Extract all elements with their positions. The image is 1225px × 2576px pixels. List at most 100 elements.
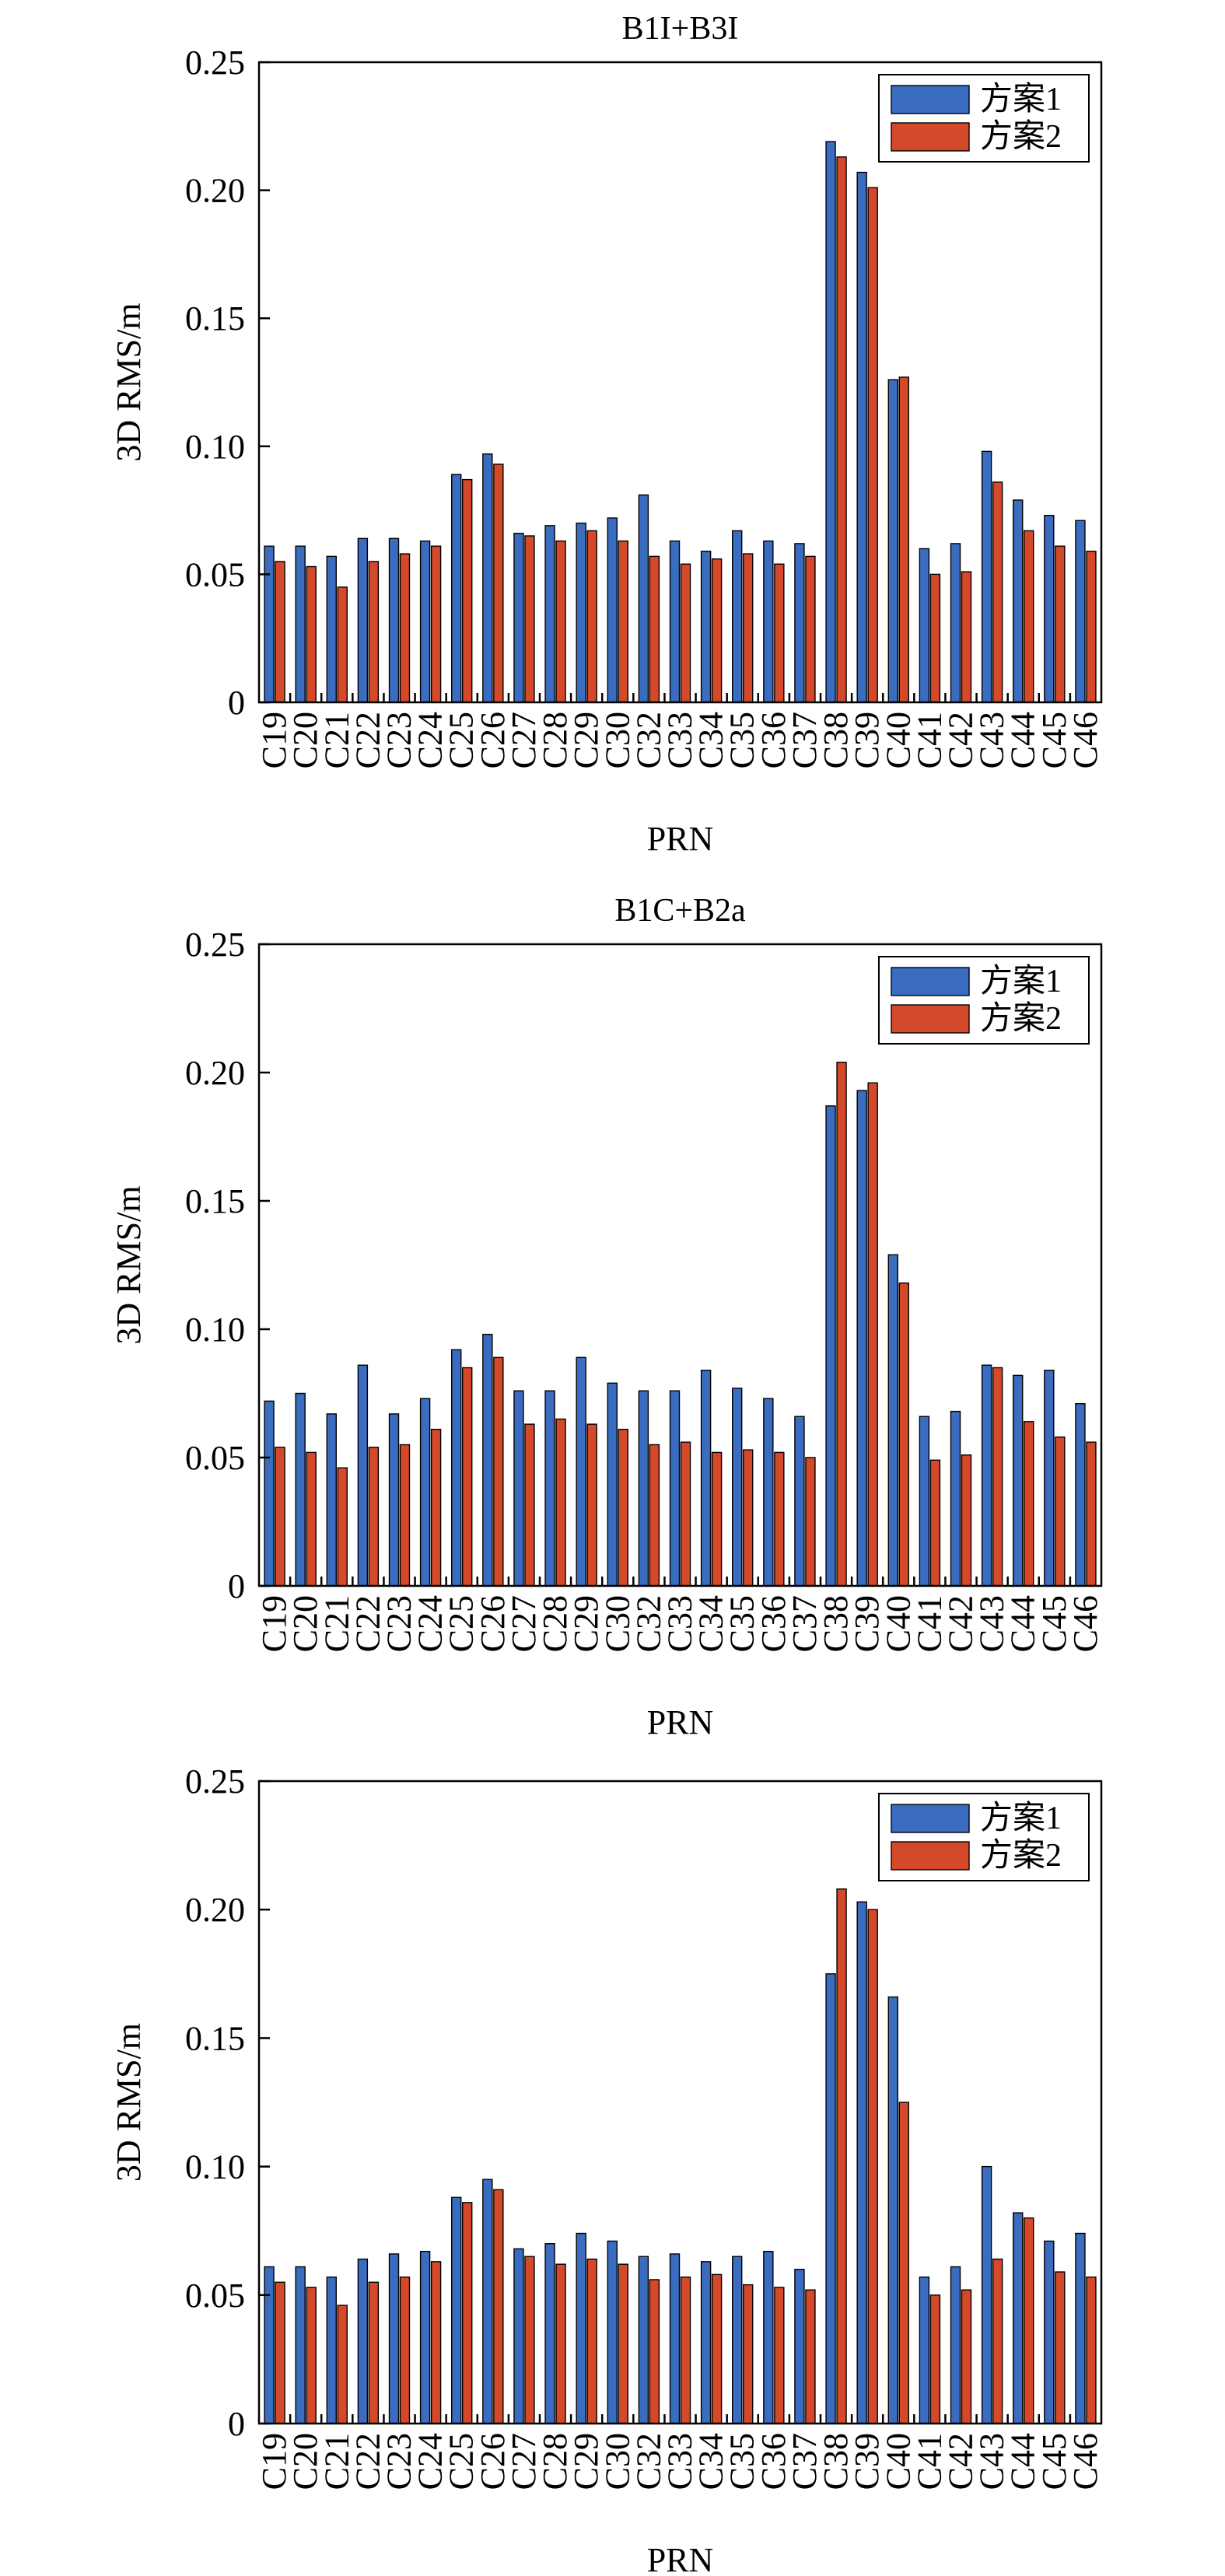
bar-scheme2-C29 (586, 530, 597, 703)
y-tick-label: 0.20 (185, 1054, 245, 1092)
x-tick-label-C21: C21 (317, 2433, 355, 2490)
x-tick-label-C34: C34 (692, 1595, 730, 1652)
bar-scheme1-C21 (326, 1413, 337, 1587)
y-tick-label: 0 (228, 1567, 245, 1605)
bar-scheme1-C36 (763, 540, 774, 703)
x-tick-label-C43: C43 (973, 712, 1011, 768)
bar-scheme1-C44 (1013, 2212, 1024, 2424)
bar-scheme1-C37 (794, 543, 805, 703)
x-tick-label-C39: C39 (848, 1595, 886, 1652)
bar-scheme2-C30 (618, 1428, 628, 1587)
bar-scheme1-C23 (388, 537, 400, 703)
chart-panel-2: B1C+B2a 0 0.05 0.10 0.15 0.20 0.25 C19C20C21C22… (110, 893, 1104, 1741)
y-tick-label: 0.25 (185, 1762, 245, 1801)
x-tick-label-C36: C36 (754, 1595, 793, 1652)
bar-scheme2-C36 (774, 1451, 785, 1587)
bar-scheme2-C20 (306, 1451, 317, 1587)
x-tick-label-C35: C35 (723, 1595, 761, 1652)
bar-scheme2-C39 (867, 1909, 878, 2424)
x-tick-label-C20: C20 (286, 1595, 324, 1652)
bar-scheme1-C22 (357, 2258, 369, 2424)
bar-scheme2-C25 (462, 2202, 473, 2424)
bar-scheme1-C24 (419, 540, 431, 703)
legend-swatch-scheme2 (891, 122, 970, 152)
bar-scheme1-C24 (419, 2250, 431, 2424)
x-tick-label-C46: C46 (1066, 1595, 1104, 1652)
y-axis-label: 3D RMS/m (110, 2023, 148, 2182)
y-tick-label: 0.05 (185, 2277, 245, 2315)
x-tick-label-C38: C38 (817, 2433, 855, 2490)
bar-scheme2-C27 (524, 2256, 535, 2424)
bar-scheme1-C22 (357, 1364, 369, 1587)
x-tick-label-C28: C28 (536, 712, 574, 768)
bar-scheme2-C45 (1055, 1436, 1066, 1587)
bar-scheme1-C41 (919, 1416, 930, 1587)
x-tick-label-C33: C33 (661, 1595, 699, 1652)
bar-scheme1-C22 (357, 537, 369, 703)
bar-scheme2-C39 (867, 187, 878, 703)
bar-scheme2-C42 (961, 571, 972, 703)
bar-scheme1-C45 (1044, 1370, 1055, 1587)
x-tick-label-C23: C23 (380, 1595, 418, 1652)
x-tick-label-C26: C26 (474, 2433, 512, 2490)
bar-scheme1-C34 (700, 551, 712, 703)
bar-scheme1-C25 (451, 1349, 462, 1587)
bar-scheme2-C46 (1086, 551, 1097, 703)
bar-scheme2-C38 (836, 1888, 847, 2424)
bar-scheme1-C33 (669, 540, 681, 703)
bar-scheme1-C42 (950, 543, 961, 703)
bar-scheme2-C36 (774, 2287, 785, 2424)
bar-scheme1-C44 (1013, 1374, 1024, 1587)
x-tick-label-C36: C36 (754, 712, 793, 768)
legend-label-scheme2: 方案2 (980, 1837, 1062, 1874)
bar-scheme1-C41 (919, 548, 930, 703)
bar-scheme1-C33 (669, 2253, 681, 2424)
bar-scheme2-C21 (337, 2305, 348, 2424)
x-tick-label-C43: C43 (973, 1595, 1011, 1652)
bar-scheme2-C38 (836, 1062, 847, 1587)
x-tick-label-C35: C35 (723, 712, 761, 768)
chart-title: B1I+B3I (622, 11, 739, 47)
bar-scheme1-C19 (264, 545, 275, 703)
bar-scheme1-C24 (419, 1398, 431, 1587)
y-tick-label: 0.05 (185, 555, 245, 593)
plot-frame (257, 1780, 1103, 2425)
x-tick-label-C42: C42 (942, 1595, 980, 1652)
bar-scheme2-C24 (430, 545, 442, 703)
bar-scheme1-C32 (638, 1390, 649, 1587)
bar-scheme2-C30 (618, 540, 628, 703)
bar-scheme1-C25 (451, 2196, 462, 2424)
x-tick-label-C45: C45 (1035, 1595, 1073, 1652)
bar-scheme2-C19 (275, 561, 285, 703)
bar-scheme2-C30 (618, 2263, 628, 2424)
bar-scheme1-C26 (482, 1333, 493, 1587)
bar-scheme1-C34 (700, 1370, 712, 1587)
y-tick-label: 0.10 (185, 428, 245, 466)
x-tick-label-C37: C37 (786, 2433, 824, 2490)
bar-scheme2-C33 (680, 563, 691, 703)
bar-scheme2-C44 (1024, 1421, 1034, 1587)
bar-scheme2-C19 (275, 1447, 285, 1587)
x-tick-label-C19: C19 (255, 712, 293, 768)
bar-scheme2-C26 (493, 464, 504, 703)
bar-scheme1-C39 (856, 171, 867, 703)
y-tick-label: 0.10 (185, 1311, 245, 1349)
x-tick-label-C29: C29 (567, 1595, 605, 1652)
x-tick-label-C37: C37 (786, 1595, 824, 1652)
bar-scheme1-C26 (482, 2179, 493, 2424)
bar-scheme2-C32 (649, 555, 660, 703)
x-tick-label-C29: C29 (567, 712, 605, 768)
bar-scheme2-C32 (649, 2279, 660, 2424)
bar-scheme1-C32 (638, 494, 649, 703)
legend-label-scheme2: 方案2 (980, 118, 1062, 155)
bar-scheme1-C44 (1013, 499, 1024, 703)
y-tick-label: 0.15 (185, 299, 245, 338)
x-tick-label-C44: C44 (1004, 1595, 1042, 1652)
x-tick-label-C28: C28 (536, 1595, 574, 1652)
x-tick-label-C40: C40 (879, 2433, 917, 2490)
x-tick-label-C30: C30 (598, 712, 636, 768)
bar-scheme2-C34 (711, 1451, 723, 1587)
bar-scheme2-C40 (898, 1282, 909, 1587)
bar-scheme1-C41 (919, 2276, 930, 2424)
